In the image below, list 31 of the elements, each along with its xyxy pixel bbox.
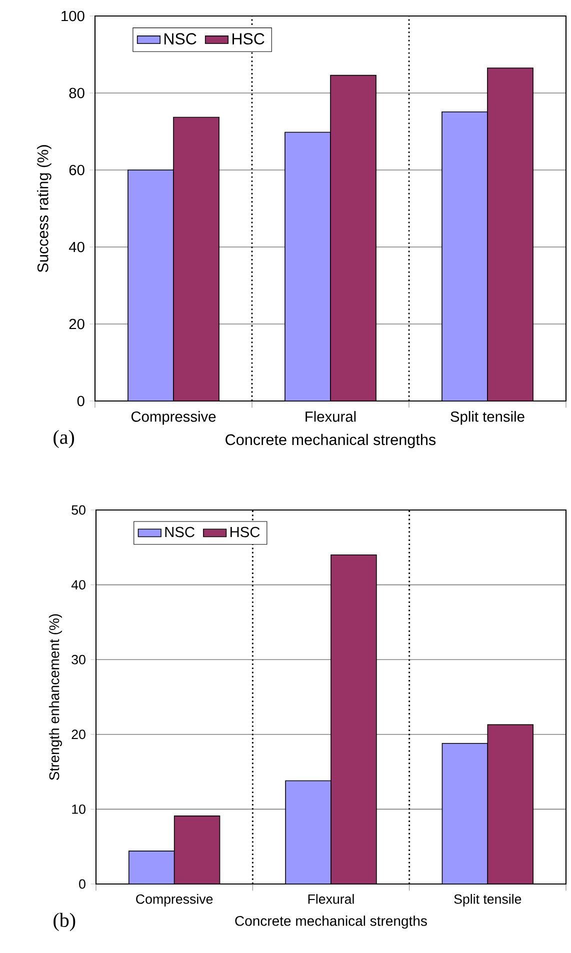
y-axis-title: Success rating (%) bbox=[37, 145, 52, 272]
x-tick-label: Split tensile bbox=[454, 894, 522, 906]
y-tick-label: 100 bbox=[62, 10, 84, 22]
x-tick-label: Compressive bbox=[136, 894, 213, 906]
y-tick-label: 0 bbox=[77, 396, 84, 406]
y-tick-label: 80 bbox=[69, 88, 84, 98]
text: (a) bbox=[54, 430, 74, 448]
x-axis-title: Concrete mechanical strengths bbox=[235, 916, 427, 929]
y-tick-label: 50 bbox=[72, 505, 86, 515]
y-tick-label: 0 bbox=[79, 879, 86, 889]
y-tick-label: 40 bbox=[71, 580, 86, 590]
legend-label: HSC bbox=[232, 33, 264, 44]
bar bbox=[487, 724, 534, 884]
bar bbox=[330, 554, 377, 884]
legend-label: NSC bbox=[164, 33, 196, 44]
y-tick-label: 30 bbox=[72, 654, 86, 664]
y-tick-label: 20 bbox=[72, 730, 86, 740]
x-tick-label: Split tensile bbox=[450, 411, 524, 425]
legend-label: HSC bbox=[230, 526, 260, 538]
y-tick-label: 60 bbox=[69, 164, 84, 176]
y-tick-label: 10 bbox=[72, 804, 86, 814]
x-tick-label: Flexural bbox=[306, 411, 356, 422]
text: (b) bbox=[54, 912, 76, 932]
y-axis-title: Strength enhancement (%) bbox=[48, 614, 62, 780]
legend-label: NSC bbox=[165, 526, 194, 538]
x-axis-title: Concrete mechanical strengths bbox=[226, 434, 436, 448]
y-tick-label: 40 bbox=[68, 242, 84, 252]
bar bbox=[174, 816, 220, 884]
x-tick-label: Flexural bbox=[308, 894, 354, 904]
x-tick-label: Compressive bbox=[131, 411, 216, 425]
y-tick-label: 20 bbox=[69, 318, 84, 330]
